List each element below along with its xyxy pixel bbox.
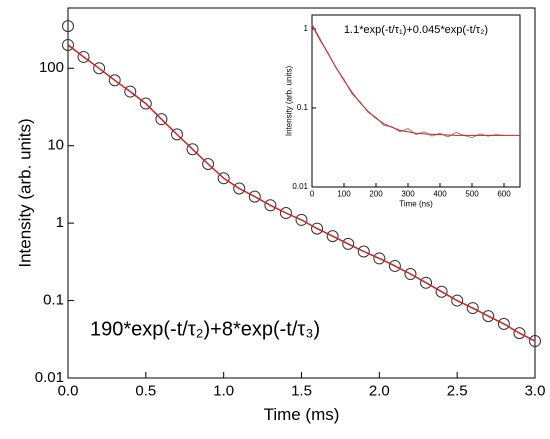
y-tick-label: 0.1 xyxy=(297,103,309,112)
x-tick-label: 0.0 xyxy=(58,382,79,399)
x-tick-label: 300 xyxy=(401,189,415,198)
plot-frame xyxy=(311,14,521,188)
data-point xyxy=(357,245,370,258)
data-point xyxy=(513,327,526,340)
y-tick-label: 1 xyxy=(56,214,64,231)
data-point xyxy=(435,285,448,298)
y-tick-label: 0.01 xyxy=(35,369,64,386)
data-point xyxy=(373,252,386,265)
y-tick-label: 0.1 xyxy=(43,292,64,309)
data-point xyxy=(155,113,168,126)
data-point xyxy=(497,317,510,330)
data-point xyxy=(342,237,355,250)
y-tick-label: 0.01 xyxy=(292,182,308,191)
data-line xyxy=(311,24,520,136)
data-point xyxy=(124,85,137,98)
x-tick-label: 3.0 xyxy=(525,382,546,399)
data-point xyxy=(388,259,401,272)
annotation: 190*exp(-t/τ₂)+8*exp(-t/τ₃) xyxy=(90,318,320,340)
data-point xyxy=(466,302,479,315)
annotation: 1.1*exp(-t/τ₁)+0.045*exp(-t/τ₂) xyxy=(344,24,488,36)
y-tick-label: 1 xyxy=(304,24,309,33)
data-point xyxy=(451,294,464,307)
data-point xyxy=(202,158,215,171)
data-point xyxy=(404,268,417,281)
data-point xyxy=(233,182,246,195)
x-tick-label: 500 xyxy=(465,189,479,198)
data-point xyxy=(264,199,277,212)
x-tick-label: 100 xyxy=(337,189,351,198)
data-point xyxy=(326,230,339,243)
x-tick-label: 600 xyxy=(497,189,511,198)
data-point xyxy=(311,222,324,235)
data-point xyxy=(139,97,152,110)
x-tick-label: 200 xyxy=(369,189,383,198)
data-point xyxy=(482,310,495,323)
x-axis-label: Time (ns) xyxy=(399,200,433,209)
data-point xyxy=(186,143,199,156)
x-tick-label: 1.0 xyxy=(213,382,234,399)
data-point xyxy=(217,172,230,185)
data-point xyxy=(108,74,121,87)
data-point xyxy=(170,128,183,141)
data-line xyxy=(67,44,536,342)
x-tick-label: 0 xyxy=(310,189,315,198)
data-point xyxy=(77,50,90,63)
x-tick-label: 2.0 xyxy=(369,382,390,399)
x-tick-label: 1.5 xyxy=(291,382,312,399)
data-point xyxy=(62,20,74,33)
data-point xyxy=(93,62,106,75)
x-tick-label: 400 xyxy=(433,189,447,198)
x-tick-label: 2.5 xyxy=(447,382,468,399)
y-axis-label: Intensity (arb. units) xyxy=(285,66,294,137)
y-tick-label: 10 xyxy=(47,137,64,154)
data-point xyxy=(295,213,308,226)
x-tick-label: 0.5 xyxy=(135,382,156,399)
data-point xyxy=(62,38,74,51)
y-tick-label: 100 xyxy=(39,59,64,76)
x-axis-label: Time (ms) xyxy=(264,405,340,424)
data-point xyxy=(248,190,261,203)
data-point xyxy=(420,276,433,289)
data-point xyxy=(529,335,541,348)
data-point xyxy=(279,207,292,220)
y-axis-label: Intensity (arb. units) xyxy=(15,118,34,267)
